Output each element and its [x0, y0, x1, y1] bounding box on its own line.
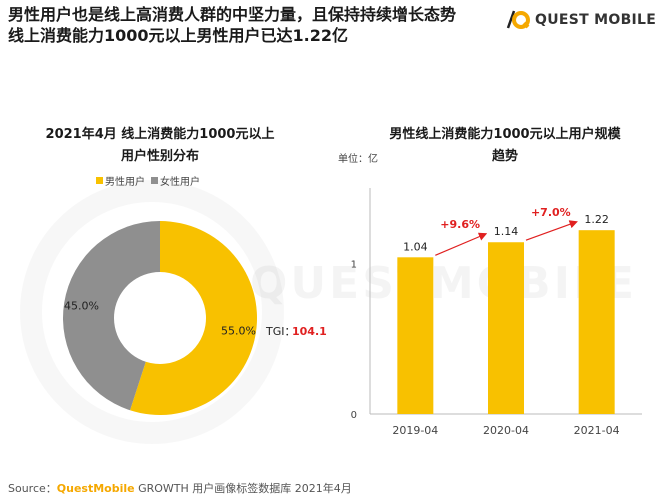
legend-swatch-female [151, 177, 158, 184]
tgi-label: TGI： [265, 325, 296, 338]
bar-title-line-2: 趋势 [491, 149, 518, 164]
donut-value-label-female: 45.0% [64, 300, 99, 313]
bar-2020-04 [488, 242, 524, 414]
y-tick-label: 1 [351, 259, 357, 270]
source-rest: GROWTH 用户画像标签数据库 2021年4月 [134, 482, 352, 495]
bar-2019-04 [397, 257, 434, 414]
questmobile-logo: QUEST MOBILE [505, 8, 656, 32]
source-prefix: Source： [8, 482, 57, 495]
bar-value-label: 1.22 [584, 213, 609, 226]
source-brand: QuestMobile [56, 482, 135, 495]
bar-value-label: 1.04 [403, 240, 428, 253]
x-tick-label: 2021-04 [574, 424, 620, 437]
headline: 男性用户也是线上高消费人群的中坚力量，且保持持续增长态势 线上消费能力1000元… [8, 4, 528, 46]
legend-swatch-male [96, 177, 103, 184]
growth-label: +9.6% [440, 218, 480, 231]
growth-arrow [525, 220, 578, 241]
donut-slice-female [63, 221, 161, 411]
donut-chart-title: 2021年4月 线上消费能力1000元以上 用户性别分布 [30, 124, 290, 168]
legend-label-female: 女性用户 [160, 177, 200, 188]
bar-value-label: 1.14 [494, 225, 519, 238]
tgi-value: 104.1 [292, 325, 327, 338]
x-tick-label: 2020-04 [483, 424, 529, 437]
growth-label: +7.0% [531, 206, 571, 219]
donut-chart: 55.0% 45.0% TGI：104.1 [63, 221, 327, 415]
donut-value-label-male: 55.0% [221, 324, 256, 337]
bar-chart: 0 1 1.04 2019-04 1.14 2020-04 1.22 2021-04 +9.6%… [351, 188, 642, 437]
legend-item-male: 男性用户 [96, 173, 145, 188]
headline-line-1: 男性用户也是线上高消费人群的中坚力量，且保持持续增长态势 [8, 5, 457, 24]
logo-icon [506, 10, 530, 29]
bar-2021-04 [578, 230, 615, 414]
x-tick-label: 2019-04 [392, 424, 438, 437]
donut-legend: 男性用户 女性用户 [96, 173, 200, 188]
logo-text: QUEST MOBILE [535, 12, 657, 28]
bar-chart-title: 男性线上消费能力1000元以上用户规模 趋势 [355, 124, 655, 168]
legend-label-male: 男性用户 [105, 177, 145, 188]
legend-item-female: 女性用户 [151, 173, 200, 188]
headline-line-2: 线上消费能力1000元以上男性用户已达1.22亿 [8, 26, 349, 45]
donut-title-line-1: 2021年4月 线上消费能力1000元以上 [45, 127, 275, 142]
source-note: Source：QuestMobile GROWTH 用户画像标签数据库 2021… [8, 480, 352, 496]
donut-slice-male [130, 221, 258, 415]
donut-title-line-2: 用户性别分布 [120, 149, 199, 164]
y-tick-label: 0 [351, 410, 357, 421]
growth-arrow [435, 232, 488, 256]
bar-title-line-1: 男性线上消费能力1000元以上用户规模 [389, 127, 621, 142]
bar-unit-label: 单位：亿 [338, 154, 378, 165]
